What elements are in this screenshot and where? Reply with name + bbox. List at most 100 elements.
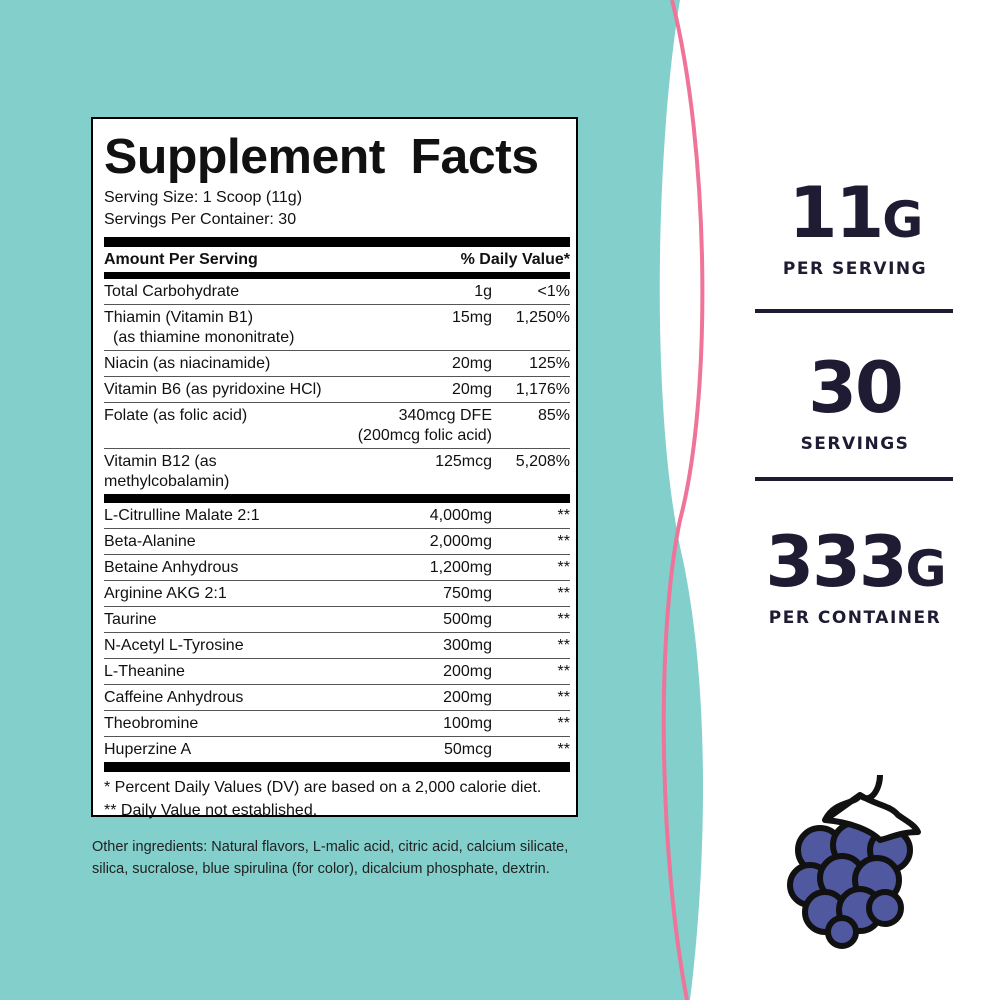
amount: 500mg xyxy=(322,610,492,630)
amount: 200mg xyxy=(322,662,492,682)
table-row: Beta-Alanine 2,000mg ** xyxy=(104,529,570,555)
nutrient-name: Betaine Anhydrous xyxy=(104,558,322,578)
daily-value: 1,176% xyxy=(515,381,570,398)
table-row: Taurine 500mg ** xyxy=(104,607,570,633)
nutrient-label: Caffeine Anhydrous xyxy=(104,689,244,706)
amount: 340mcg DFE (200mcg folic acid) xyxy=(322,406,492,446)
divider xyxy=(755,477,953,481)
table-row: N-Acetyl L-Tyrosine 300mg ** xyxy=(104,633,570,659)
nutrient-label: Huperzine A xyxy=(104,741,192,758)
divider xyxy=(755,309,953,313)
divider xyxy=(104,762,570,772)
table-header: Amount Per Serving % Daily Value* xyxy=(104,251,570,268)
panel-title: Supplement Facts xyxy=(104,130,539,184)
amount: 100mg xyxy=(322,714,492,734)
daily-value: 1,250% xyxy=(515,309,570,326)
divider xyxy=(104,272,570,279)
table-row: L-Citrulline Malate 2:1 4,000mg ** xyxy=(104,503,570,529)
divider xyxy=(104,494,570,503)
table-row: Caffeine Anhydrous 200mg ** xyxy=(104,685,570,711)
amount-value: 125mcg xyxy=(435,453,492,470)
nutrient-name: Folate (as folic acid) xyxy=(104,406,322,446)
nutrient-name: Theobromine xyxy=(104,714,322,734)
nutrient-name: Niacin (as niacinamide) xyxy=(104,354,322,374)
nutrient-name: Taurine xyxy=(104,610,322,630)
amount: 2,000mg xyxy=(322,532,492,552)
amount-value: 1g xyxy=(474,283,492,300)
nutrient-label: Taurine xyxy=(104,611,157,628)
amount-value: 15mg xyxy=(451,309,492,326)
footnote-dv: * Percent Daily Values (DV) are based on… xyxy=(104,779,542,796)
nutrient-name: Arginine AKG 2:1 xyxy=(104,584,322,604)
amount-value: 340mcg DFE xyxy=(398,407,492,424)
amount-detail: (200mcg folic acid) xyxy=(357,427,492,444)
nutrient-label: L-Citrulline Malate 2:1 xyxy=(104,507,260,524)
divider xyxy=(104,237,570,247)
daily-value: ** xyxy=(557,663,570,680)
table-row: Huperzine A 50mcg ** xyxy=(104,737,570,762)
footnote-not-established: ** Daily Value not established. xyxy=(104,802,318,819)
nutrient-label: Vitamin B6 (as pyridoxine HCl) xyxy=(104,381,322,398)
daily-value: ** xyxy=(557,507,570,524)
servings-per-container: Servings Per Container: 30 xyxy=(104,211,297,228)
nutrient-name: Total Carbohydrate xyxy=(104,282,322,302)
nutrient-name: Vitamin B6 (as pyridoxine HCl) xyxy=(104,380,322,400)
table-row: Theobromine 100mg ** xyxy=(104,711,570,737)
daily-value: ** xyxy=(557,715,570,732)
daily-value: ** xyxy=(557,689,570,706)
serving-size: Serving Size: 1 Scoop (11g) xyxy=(104,189,303,206)
amount-value: 20mg xyxy=(451,381,492,398)
nutrient-label: Folate (as folic acid) xyxy=(104,407,248,424)
nutrient-label: Beta-Alanine xyxy=(104,533,196,550)
nutrient-name: Vitamin B12 (as methylcobalamin) xyxy=(104,452,322,492)
amount-value: 300mg xyxy=(443,637,492,654)
table-row: L-Theanine 200mg ** xyxy=(104,659,570,685)
nutrient-label: Betaine Anhydrous xyxy=(104,559,239,576)
daily-value: ** xyxy=(557,533,570,550)
daily-value: ** xyxy=(557,637,570,654)
amount-value: 2,000mg xyxy=(429,533,492,550)
amount-value: 750mg xyxy=(443,585,492,602)
amount-value: 1,200mg xyxy=(429,559,492,576)
supplement-facts-panel: Supplement Facts Serving Size: 1 Scoop (… xyxy=(91,117,578,819)
amount-value: 100mg xyxy=(443,715,492,732)
daily-value: <1% xyxy=(537,283,570,300)
stat-servings: 30 SERVINGS xyxy=(800,347,910,454)
amount-value: 4,000mg xyxy=(429,507,492,524)
amount: 125mcg xyxy=(322,452,492,492)
amount: 750mg xyxy=(322,584,492,604)
nutrient-label: Thiamin (Vitamin B1) xyxy=(104,309,254,326)
amount: 1g xyxy=(322,282,492,302)
nutrient-source: (as thiamine mononitrate) xyxy=(113,329,295,346)
amount: 200mg xyxy=(322,688,492,708)
daily-value: 5,208% xyxy=(515,453,570,470)
amount: 4,000mg xyxy=(322,506,492,526)
daily-value: ** xyxy=(557,585,570,602)
stat-per-serving: 11G PER SERVING xyxy=(782,172,928,279)
amount-value: 20mg xyxy=(451,355,492,372)
nutrient-label: Arginine AKG 2:1 xyxy=(104,585,227,602)
amount: 15mg xyxy=(322,308,492,348)
table-row: Arginine AKG 2:1 750mg ** xyxy=(104,581,570,607)
nutrient-name: Thiamin (Vitamin B1) (as thiamine mononit… xyxy=(104,308,322,348)
nutrient-label: Niacin (as niacinamide) xyxy=(104,355,271,372)
amount: 20mg xyxy=(322,380,492,400)
amount: 300mg xyxy=(322,636,492,656)
stat-per-container: 333G PER CONTAINER xyxy=(765,521,946,628)
nutrient-name: Caffeine Anhydrous xyxy=(104,688,322,708)
table-row: Total Carbohydrate 1g <1% xyxy=(104,279,570,305)
nutrient-label: Vitamin B12 (as methylcobalamin) xyxy=(104,453,230,490)
other-ingredients: Other ingredients: Natural flavors, L-ma… xyxy=(92,839,569,877)
amount: 50mcg xyxy=(322,740,492,760)
table-row: Folate (as folic acid) 340mcg DFE (200mcg … xyxy=(104,403,570,449)
raspberry-icon xyxy=(787,774,921,949)
amount-value: 200mg xyxy=(443,663,492,680)
daily-value: ** xyxy=(557,741,570,758)
amount: 20mg xyxy=(322,354,492,374)
nutrient-label: Theobromine xyxy=(104,715,199,732)
table-row: Vitamin B6 (as pyridoxine HCl) 20mg 1,176% xyxy=(104,377,570,403)
table-row: Niacin (as niacinamide) 20mg 125% xyxy=(104,351,570,377)
nutrient-label: Total Carbohydrate xyxy=(104,283,240,300)
nutrient-name: Beta-Alanine xyxy=(104,532,322,552)
nutrient-label: L-Theanine xyxy=(104,663,185,680)
